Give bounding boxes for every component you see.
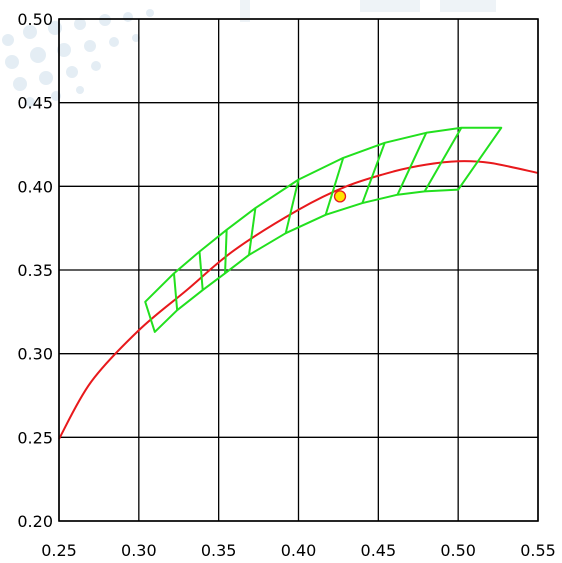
green-region-divider — [198, 251, 204, 291]
x-tick-label: 0.35 — [201, 541, 237, 560]
y-tick-label: 0.40 — [17, 177, 53, 196]
grid-lines — [58, 18, 539, 522]
green-region-divider — [423, 127, 463, 192]
watermark-logo — [2, 0, 496, 107]
x-tick-label: 0.40 — [281, 541, 317, 560]
x-tick-label: 0.55 — [520, 541, 556, 560]
y-tick-label: 0.20 — [17, 512, 53, 531]
green-region-divider — [172, 273, 179, 311]
red-curve-line — [58, 160, 539, 440]
green-region-divider — [361, 142, 386, 204]
y-tick-label: 0.35 — [17, 261, 53, 280]
green-region-divider — [324, 157, 345, 216]
plot-frame — [58, 18, 539, 522]
green-region-divider — [396, 132, 428, 196]
x-tick-label: 0.25 — [41, 541, 77, 560]
y-tick-label: 0.25 — [17, 428, 53, 447]
x-tick-label: 0.45 — [361, 541, 397, 560]
x-tick-label: 0.50 — [440, 541, 476, 560]
green-region-divider — [224, 229, 228, 274]
points-layer — [333, 190, 347, 203]
yellow-point-marker — [333, 190, 347, 203]
y-tick-labels: 0.20 0.25 0.30 0.35 0.40 0.45 0.50 — [17, 10, 53, 531]
y-tick-label: 0.50 — [17, 10, 53, 29]
y-tick-label: 0.45 — [17, 94, 53, 113]
x-tick-labels: 0.25 0.30 0.35 0.40 0.45 0.50 0.55 — [41, 541, 556, 560]
green-region-divider — [284, 179, 300, 234]
green-region-divider — [248, 207, 257, 256]
region-layer — [144, 126, 503, 333]
green-region-outline — [144, 126, 503, 333]
x-tick-label: 0.30 — [121, 541, 157, 560]
curve-layer — [58, 160, 539, 440]
y-tick-label: 0.30 — [17, 345, 53, 364]
